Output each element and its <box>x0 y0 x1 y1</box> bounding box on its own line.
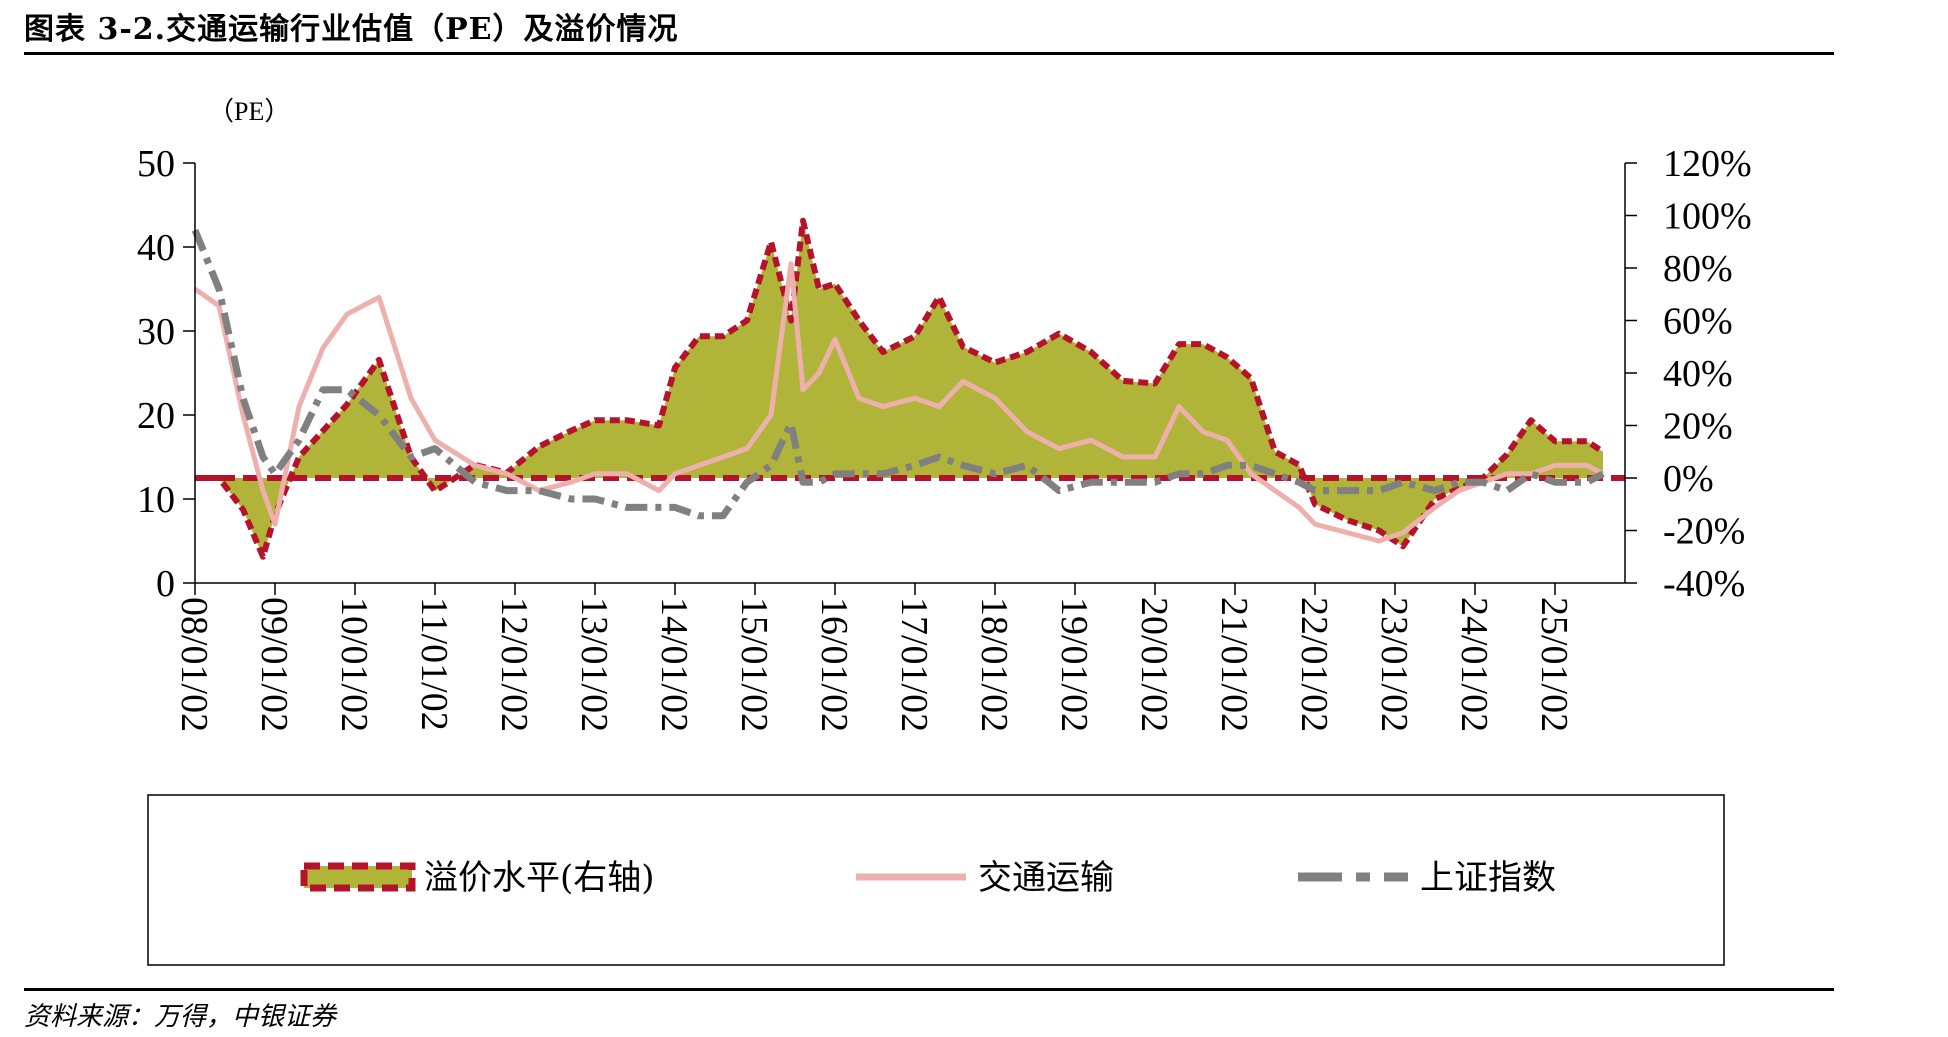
x-tick-label: 23/01/02 <box>1373 597 1415 732</box>
y-right-tick-label: -40% <box>1663 563 1745 605</box>
y-left-tick-label: 50 <box>137 143 175 185</box>
source-note: 资料来源：万得，中银证券 <box>24 1002 337 1032</box>
x-tick-label: 08/01/02 <box>173 597 215 732</box>
y-right-tick-label: 120% <box>1663 143 1752 185</box>
legend-item-premium: 溢价水平(右轴) <box>300 858 655 898</box>
x-tick-label: 10/01/02 <box>333 597 375 732</box>
x-tick-label: 17/01/02 <box>893 597 935 732</box>
chart-title: 图表 3-2.交通运输行业估值（PE）及溢价情况 <box>24 12 679 47</box>
x-tick-label: 24/01/02 <box>1453 597 1495 732</box>
x-tick-label: 18/01/02 <box>973 597 1015 732</box>
y-left-tick-label: 40 <box>137 227 175 269</box>
y-left-tick-label: 0 <box>156 563 175 605</box>
x-tick-label: 09/01/02 <box>253 597 295 732</box>
plot-area <box>191 217 1625 560</box>
legend-label-premium: 溢价水平(右轴) <box>424 858 655 898</box>
legend-box <box>147 794 1725 966</box>
legend-item-transport: 交通运输 <box>856 858 1114 898</box>
y-right-tick-label: 80% <box>1663 248 1733 290</box>
x-tick-label: 15/01/02 <box>733 597 775 732</box>
legend-item-index: 上证指数 <box>1298 858 1556 898</box>
y-right-tick-label: 60% <box>1663 301 1733 343</box>
x-tick-label: 19/01/02 <box>1053 597 1095 732</box>
y-left-tick-label: 20 <box>137 395 175 437</box>
y-right-tick-label: 0% <box>1663 458 1714 500</box>
premium-line <box>195 217 1605 560</box>
x-tick-label: 12/01/02 <box>493 597 535 732</box>
y-right-tick-label: 100% <box>1663 196 1752 238</box>
y-left-tick-label: 10 <box>137 479 175 521</box>
top-rule <box>24 52 1834 55</box>
x-tick-label: 13/01/02 <box>573 597 615 732</box>
x-tick-label: 22/01/02 <box>1293 597 1335 732</box>
x-tick-label: 21/01/02 <box>1213 597 1255 732</box>
legend-label-index: 上证指数 <box>1420 858 1556 898</box>
bottom-rule <box>24 988 1834 991</box>
y-unit-label: （PE） <box>208 97 290 126</box>
x-tick-label: 14/01/02 <box>653 597 695 732</box>
x-tick-label: 11/01/02 <box>413 597 455 731</box>
transport-line <box>193 261 1605 544</box>
legend-label-transport: 交通运输 <box>978 858 1114 898</box>
axes: 0 10 20 30 40 50 -40% -20% 0% 20% 40% 60% 80% 100% 120… <box>137 143 1752 732</box>
y-right-tick-label: 20% <box>1663 406 1733 448</box>
y-left-tick-label: 30 <box>137 311 175 353</box>
x-tick-label: 16/01/02 <box>813 597 855 732</box>
y-right-tick-label: -20% <box>1663 511 1745 553</box>
x-tick-label: 25/01/02 <box>1533 597 1575 732</box>
legend-swatch-premium <box>300 862 416 892</box>
y-right-tick-label: 40% <box>1663 353 1733 395</box>
x-tick-label: 20/01/02 <box>1133 597 1175 732</box>
